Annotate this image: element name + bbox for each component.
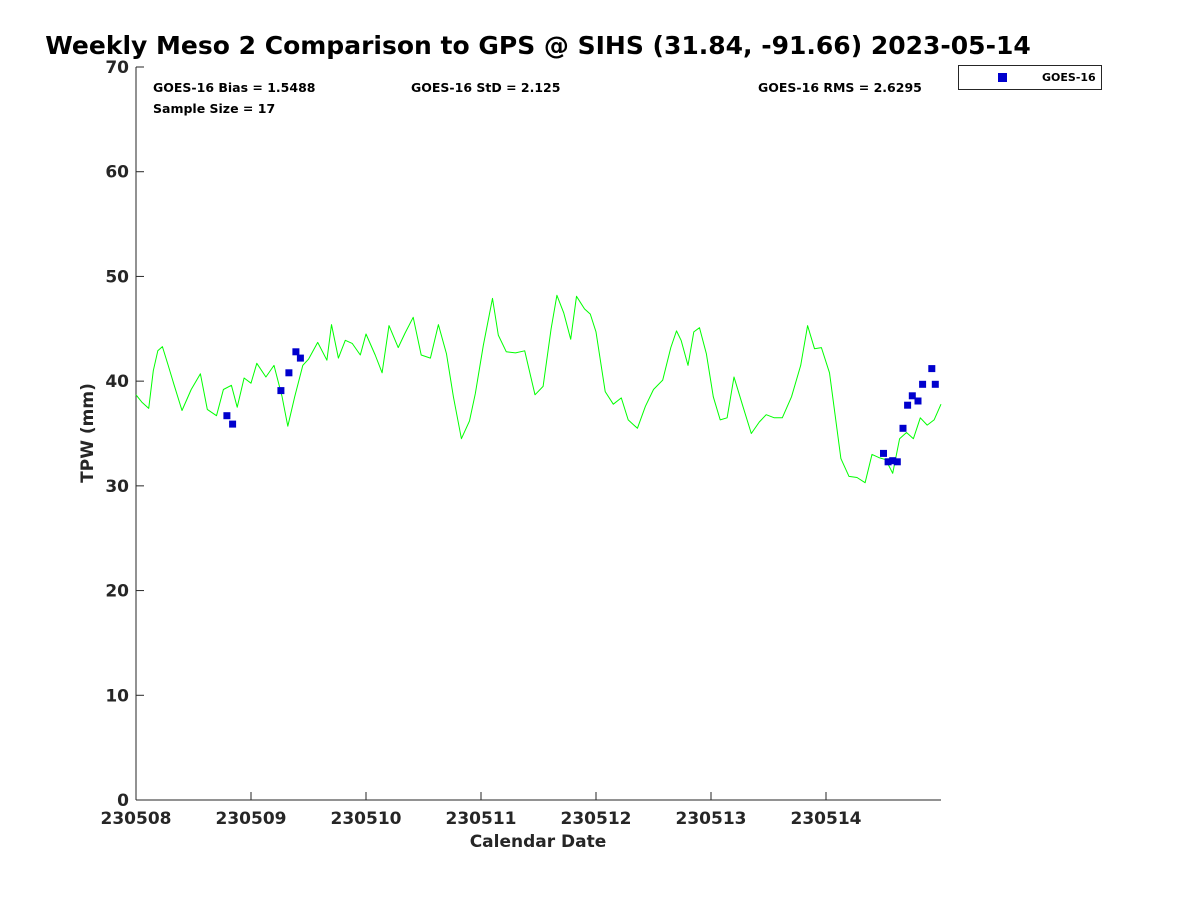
data-point-goes16 — [919, 380, 927, 388]
data-point-goes16 — [880, 449, 887, 457]
y-axis-label: TPW (mm) — [78, 383, 98, 483]
stat-rms: GOES-16 RMS = 2.6295 — [758, 80, 922, 95]
y-tick-label: 50 — [105, 267, 129, 287]
data-point-goes16 — [229, 420, 237, 428]
data-point-goes16 — [899, 424, 907, 432]
data-point-goes16 — [931, 380, 939, 388]
y-tick-label: 70 — [105, 58, 129, 78]
y-tick-label: 30 — [105, 477, 129, 497]
x-tick-label: 230511 — [446, 809, 517, 829]
stat-std: GOES-16 StD = 2.125 — [411, 80, 560, 95]
data-point-goes16 — [292, 348, 300, 356]
x-axis-label: Calendar Date — [470, 832, 607, 852]
legend-marker-goes16 — [998, 73, 1007, 82]
x-tick-label: 230510 — [331, 809, 402, 829]
series-line-gps — [135, 294, 942, 484]
data-point-goes16 — [928, 365, 936, 373]
y-tick-label: 60 — [105, 163, 129, 183]
y-tick-label: 0 — [117, 791, 129, 811]
stat-sample-size: Sample Size = 17 — [153, 101, 275, 116]
data-point-goes16 — [889, 457, 897, 465]
data-point-goes16 — [277, 387, 285, 395]
x-axis-ticks: 230508 230509 230510 230511 230512 230513 2305… — [101, 792, 862, 829]
data-point-goes16 — [285, 369, 293, 377]
legend-box — [958, 65, 1102, 90]
data-point-goes16 — [904, 401, 912, 409]
legend: GOES-16 — [958, 65, 1102, 90]
axes — [135, 67, 941, 801]
data-point-goes16 — [884, 458, 892, 466]
x-tick-label: 230509 — [216, 809, 287, 829]
x-tick-label: 230508 — [101, 809, 172, 829]
data-point-goes16 — [893, 458, 901, 466]
stat-bias: GOES-16 Bias = 1.5488 — [153, 80, 315, 95]
x-tick-label: 230513 — [676, 809, 747, 829]
y-tick-label: 20 — [105, 582, 129, 602]
chart-title: Weekly Meso 2 Comparison to GPS @ SIHS (… — [45, 31, 1031, 60]
y-tick-label: 10 — [105, 686, 129, 706]
legend-label-goes16: GOES-16 — [1042, 71, 1096, 84]
x-tick-label: 230514 — [791, 809, 862, 829]
y-axis-ticks: 0 10 20 30 40 50 60 70 — [105, 58, 144, 811]
data-point-goes16 — [908, 392, 916, 400]
data-point-goes16 — [296, 354, 304, 362]
y-tick-label: 40 — [105, 372, 129, 392]
x-tick-label: 230512 — [561, 809, 632, 829]
data-point-goes16 — [223, 412, 231, 420]
data-point-goes16 — [914, 397, 922, 405]
plot-series — [135, 294, 942, 484]
